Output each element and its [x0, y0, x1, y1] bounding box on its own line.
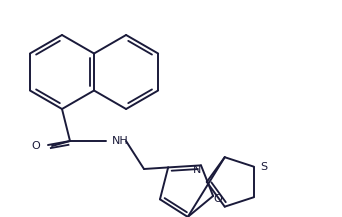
Text: S: S: [260, 162, 267, 172]
Text: O: O: [31, 141, 40, 151]
Text: O: O: [214, 194, 223, 204]
Text: N: N: [193, 165, 201, 175]
Text: NH: NH: [112, 136, 129, 146]
